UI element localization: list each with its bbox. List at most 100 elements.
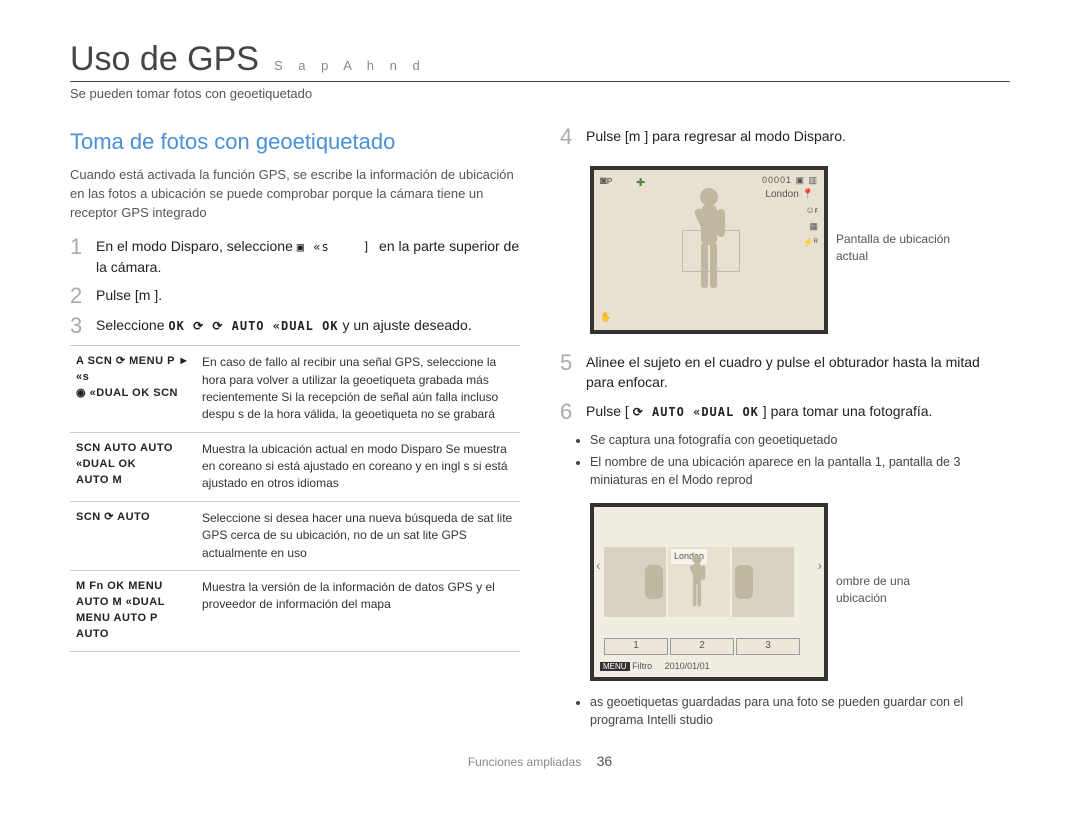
page-footer: Funciones ampliadas 36 [70, 753, 1010, 769]
prev-arrow-icon: ‹ [596, 555, 601, 575]
subtitle: Se pueden tomar fotos con geoetiquetado [70, 86, 1010, 101]
lcd-preview-1: ◙ᴘ ✚ 00001 ▣ ▥ London 📍 ☺ғ ▦ ⚡ᴿ ✋ [590, 166, 828, 334]
person-left-icon [735, 565, 753, 599]
step-body: Pulse [m ]. [96, 285, 162, 307]
thumb-number: 1 [604, 638, 668, 655]
gps-active-icon: ✚ [636, 176, 645, 192]
page-number: 36 [597, 753, 613, 769]
thumb-number: 2 [670, 638, 734, 655]
option-desc: En caso de fallo al recibir una señal GP… [196, 346, 520, 433]
bullet-item: Se captura una fotografía con geoetiquet… [590, 431, 1010, 449]
subject-silhouette-icon [684, 185, 734, 305]
thumb-number: 3 [736, 638, 800, 655]
step-body: Alinee el sujeto en el cuadro y pulse el… [586, 352, 1010, 393]
key-line: AUTO M [76, 473, 190, 489]
thumbnail: London [668, 547, 730, 617]
step-number: 4 [560, 126, 576, 148]
subject-silhouette-icon [680, 553, 714, 615]
step-number: 2 [70, 285, 86, 307]
step-number: 1 [70, 236, 86, 277]
step-number: 3 [70, 315, 86, 337]
lcd2-row: London [560, 493, 1010, 687]
menu-label: Filtro [632, 661, 652, 671]
table-row: A SCN ⟳ MENU P ► «s ◉ «DUAL OK SCN En ca… [70, 346, 520, 433]
step-2: 2 Pulse [m ]. [70, 285, 520, 307]
thumb-numbers: 1 2 3 [604, 638, 800, 655]
city-name: London [765, 189, 798, 200]
step-body: Seleccione OK ⟳ ⟳ AUTO «DUAL OK y un aju… [96, 315, 472, 337]
right-column: 4 Pulse [m ] para regresar al modo Dispa… [560, 126, 1010, 733]
face-detect-icon: ☺ғ [806, 204, 818, 217]
city-label: London 📍 [765, 188, 814, 203]
option-desc: Muestra la ubicación actual en modo Disp… [196, 432, 520, 501]
step-4: 4 Pulse [m ] para regresar al modo Dispa… [560, 126, 1010, 148]
bullets-1: Se captura una fotografía con geoetiquet… [590, 431, 1010, 489]
options-table: A SCN ⟳ MENU P ► «s ◉ «DUAL OK SCN En ca… [70, 345, 520, 652]
option-key: SCN ⟳ AUTO [70, 501, 196, 570]
next-arrow-icon: › [817, 555, 822, 575]
intro-text: Cuando está activada la función GPS, se … [70, 166, 520, 223]
thumbnails: London [604, 547, 794, 617]
camera-mode-icon: ◙ᴘ [600, 174, 612, 190]
counter: 00001 ▣ ▥ [762, 174, 818, 187]
lcd-preview-2: London [590, 503, 828, 681]
option-desc: Seleccione si desea hacer una nueva búsq… [196, 501, 520, 570]
date-label: 2010/01/01 [665, 661, 710, 671]
thumbnail [604, 547, 666, 617]
step1-a: En el modo Disparo, seleccione [96, 238, 293, 254]
left-column: Toma de fotos con geoetiquetado Cuando e… [70, 126, 520, 733]
section-heading: Toma de fotos con geoetiquetado [70, 126, 520, 158]
lcd1-annotation: Pantalla de ubicación actual [836, 231, 956, 266]
footer-section: Funciones ampliadas [468, 755, 581, 769]
mode-codes: S a p A h n d [274, 58, 426, 73]
step-body: Pulse [ ⟳ AUTO «DUAL OK ] para tomar una… [586, 401, 932, 423]
grid-icon: ▦ [809, 220, 818, 233]
step-6: 6 Pulse [ ⟳ AUTO «DUAL OK ] para tomar u… [560, 401, 1010, 423]
option-key: A SCN ⟳ MENU P ► «s ◉ «DUAL OK SCN [70, 346, 196, 433]
page: Uso de GPS S a p A h n d Se pueden tomar… [0, 0, 1080, 789]
step-body: Pulse [m ] para regresar al modo Disparo… [586, 126, 846, 148]
gps-mode-icon: ▣ «s ] [297, 240, 379, 254]
step-body: En el modo Disparo, seleccione ▣ «s ] en… [96, 236, 520, 277]
key-line: SCN AUTO AUTO «DUAL OK [76, 441, 190, 473]
step-3: 3 Seleccione OK ⟳ ⟳ AUTO «DUAL OK y un a… [70, 315, 520, 337]
lcd1-row: ◙ᴘ ✚ 00001 ▣ ▥ London 📍 ☺ғ ▦ ⚡ᴿ ✋ [560, 156, 1010, 340]
bullet-item: El nombre de una ubicación aparece en la… [590, 453, 1010, 489]
menu-icon: MENU [600, 662, 630, 671]
key-line: SCN ⟳ AUTO [76, 510, 190, 526]
key-line: MENU AUTO P AUTO [76, 611, 190, 643]
lcd2-annotation: ombre de una ubicación [836, 573, 956, 608]
step-number: 6 [560, 401, 576, 423]
option-desc: Muestra la versión de la información de … [196, 571, 520, 652]
table-row: SCN ⟳ AUTO Seleccione si desea hacer una… [70, 501, 520, 570]
columns: Toma de fotos con geoetiquetado Cuando e… [70, 126, 1010, 733]
table-row: M Fn OK MENU AUTO M «DUAL MENU AUTO P AU… [70, 571, 520, 652]
page-title: Uso de GPS [70, 40, 259, 79]
key-line: M Fn OK MENU AUTO M «DUAL [76, 579, 190, 611]
counter-value: 00001 [762, 175, 792, 185]
step4-b: para regresar al modo Disparo. [652, 128, 846, 144]
step-1: 1 En el modo Disparo, seleccione ▣ «s ] … [70, 236, 520, 277]
title-row: Uso de GPS S a p A h n d [70, 40, 1010, 82]
person-right-icon [645, 565, 663, 599]
step6-b: ] para tomar una fotografía. [763, 403, 933, 419]
flash-icon: ⚡ᴿ [803, 236, 818, 249]
step6-a: Pulse [ [586, 403, 629, 419]
step-5: 5 Alinee el sujeto en el cuadro y pulse … [560, 352, 1010, 393]
option-key: SCN AUTO AUTO «DUAL OK AUTO M [70, 432, 196, 501]
step-number: 5 [560, 352, 576, 393]
step4-a: Pulse [m ] [586, 128, 648, 144]
key-line: A SCN ⟳ MENU P ► «s [76, 354, 190, 386]
shutter-icons: ⟳ AUTO «DUAL OK [633, 405, 759, 419]
menu-bar: MENU Filtro 2010/01/01 [600, 660, 710, 673]
select-icons: OK ⟳ ⟳ AUTO «DUAL OK [168, 319, 338, 333]
bullets-2: as geoetiquetas guardadas para una foto … [590, 693, 1010, 729]
thumbnail [732, 547, 794, 617]
bullet-item: as geoetiquetas guardadas para una foto … [590, 693, 1010, 729]
step3-a: Seleccione [96, 317, 165, 333]
step3-b: y un ajuste deseado. [342, 317, 471, 333]
option-key: M Fn OK MENU AUTO M «DUAL MENU AUTO P AU… [70, 571, 196, 652]
stabilizer-icon: ✋ [600, 311, 611, 324]
table-row: SCN AUTO AUTO «DUAL OK AUTO M Muestra la… [70, 432, 520, 501]
key-line: ◉ «DUAL OK SCN [76, 386, 190, 402]
